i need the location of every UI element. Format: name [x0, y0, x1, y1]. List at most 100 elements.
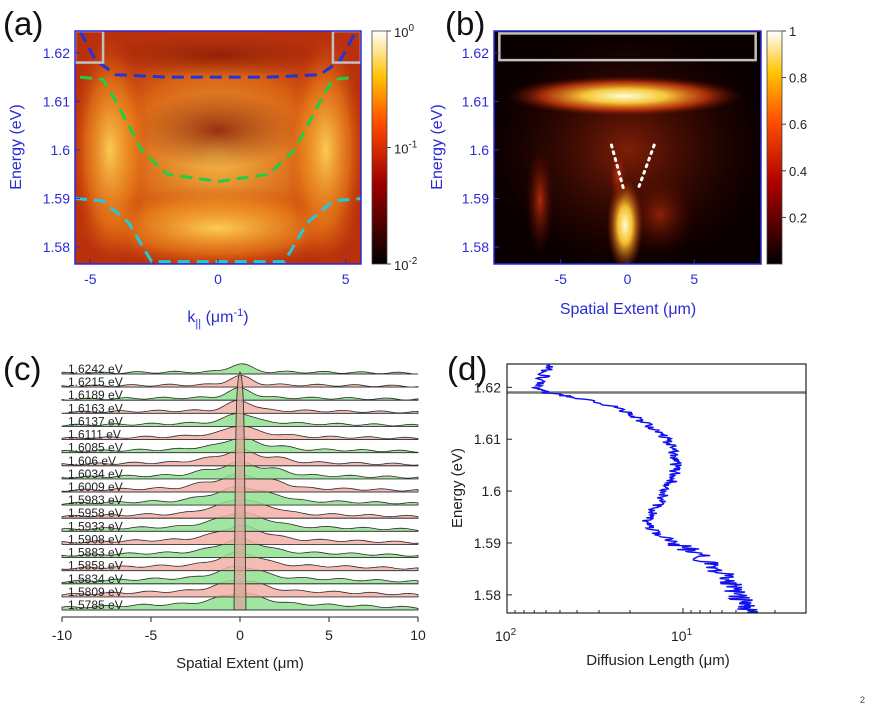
- series-label-16: 1.5834 eV: [68, 572, 123, 586]
- x-axis-label-d: Diffusion Length (μm): [586, 652, 729, 669]
- y-tick-label-a-4: 1.62: [43, 45, 70, 61]
- y-tick-label-d-2: 1.6: [482, 483, 502, 499]
- y-tick-label-b-2: 1.6: [470, 142, 490, 158]
- colorbar-label-a-0: 100: [394, 23, 414, 40]
- y-tick-label-b-4: 1.62: [462, 45, 489, 61]
- x-tick-label-c-3: 5: [325, 627, 333, 643]
- y-tick-label-a-3: 1.61: [43, 93, 70, 109]
- colorbar-a: [371, 30, 388, 265]
- waterfall-profiles: 1.5785 eV1.5809 eV1.5834 eV1.5858 eV1.58…: [61, 362, 419, 612]
- top-box: [498, 32, 757, 62]
- dispersion-curve-upper: [78, 31, 358, 79]
- colorbar-label-a-1-base: 10: [394, 142, 408, 157]
- x-axis-label-a: k|| (μm-1): [187, 307, 248, 330]
- series-label-17: 1.5809 eV: [68, 585, 123, 599]
- dotted-guide-0: [609, 143, 625, 191]
- axis-ticks-a: -5 0 5 1.58 1.59 1.6 1.61 1.62: [43, 45, 350, 287]
- colorbar-label-b-2: 0.6: [789, 117, 807, 132]
- x-tick-label-d-1: 101: [671, 627, 693, 644]
- x-tick-label-d-1-base: 10: [671, 628, 687, 644]
- series-label-5: 1.6111 eV: [68, 428, 121, 442]
- axis-ticks-b: -5 0 5 1.58 1.59 1.6 1.61 1.62: [462, 45, 699, 287]
- colorbar-label-b-1: 0.4: [789, 164, 807, 179]
- panel-label-b: (b): [445, 5, 485, 42]
- series-label-2: 1.6189 eV: [68, 388, 123, 402]
- top-box-rect: [498, 32, 757, 62]
- y-axis-label-d: Energy (eV): [449, 448, 466, 528]
- series-label-9: 1.6009 eV: [68, 480, 123, 494]
- y-tick-label-d-3: 1.61: [474, 431, 501, 447]
- colorbar-b: [766, 30, 783, 265]
- y-tick-label-b-3: 1.61: [462, 93, 489, 109]
- series-label-14: 1.5883 eV: [68, 546, 123, 560]
- profile-0: [61, 363, 418, 375]
- dispersion-curve-middle: [79, 75, 357, 184]
- colorbar-label-b-4: 1: [789, 24, 796, 39]
- x-tick-label-c-4: 10: [410, 627, 426, 643]
- x-tick-label-d-0: 102: [495, 627, 517, 644]
- x-tick-label-d-0-exponent: 2: [511, 627, 517, 638]
- central-peak: [233, 371, 247, 611]
- plot-frame-d: [506, 363, 807, 614]
- x-tick-label-b-0: -5: [555, 271, 568, 287]
- series-label-4: 1.6137 eV: [68, 414, 123, 428]
- series-label-10: 1.5983 eV: [68, 493, 123, 507]
- colorbar-label-a-0-exponent: 0: [408, 23, 414, 34]
- series-label-13: 1.5908 eV: [68, 532, 123, 546]
- y-tick-label-a-1: 1.59: [43, 190, 70, 206]
- colorbar-label-a-2: 10-2: [394, 256, 418, 273]
- axis-ticks-c: -10 -5 0 5 10: [52, 617, 426, 643]
- series-label-6: 1.6085 eV: [68, 441, 123, 455]
- y-tick-label-a-0: 1.58: [43, 239, 70, 255]
- heatmap-b: [494, 31, 761, 264]
- colorbar-label-a-1: 10-1: [394, 140, 418, 157]
- panel-b: (b) -5 0 51.581.591.61.611.62 Energy (eV) …: [429, 5, 807, 318]
- y-tick-label-b-0: 1.58: [462, 239, 489, 255]
- y-axis-label-a: Energy (eV): [8, 104, 25, 189]
- panel-label-d: (d): [447, 350, 487, 387]
- panel-label-c: (c): [3, 350, 41, 387]
- x-tick-label-d-0-base: 10: [495, 628, 511, 644]
- x-tick-label-b-2: 5: [690, 271, 698, 287]
- y-tick-label-a-2: 1.6: [51, 142, 71, 158]
- series-label-3: 1.6163 eV: [68, 401, 123, 415]
- x-axis-label-c: Spatial Extent (μm): [176, 655, 304, 672]
- corner-mark: 2: [860, 695, 865, 705]
- colorbar-ticks-b: 0.2 0.4 0.6 0.8 1: [782, 24, 807, 225]
- colorbar-label-a-2-base: 10: [394, 258, 408, 273]
- panel-c: (c) 1.5785 eV1.5809 eV1.5834 eV1.5858 eV…: [3, 350, 426, 672]
- panel-a: (a) -5 0 51.581.591.61.611.62 Energy (eV) …: [3, 5, 418, 330]
- x-tick-label-c-2: 0: [236, 627, 244, 643]
- heatmap-a: [75, 31, 361, 264]
- colorbar-label-b-3: 0.8: [789, 71, 807, 86]
- y-tick-label-d-0: 1.58: [474, 587, 501, 603]
- colorbar-label-b-0: 0.2: [789, 210, 807, 225]
- series-label-15: 1.5858 eV: [68, 559, 123, 573]
- corner-box-0: [75, 31, 105, 64]
- colorbar-label-a-1-exponent: -1: [408, 140, 417, 151]
- series-label-0: 1.6242 eV: [68, 362, 123, 376]
- panel-label-a: (a): [3, 5, 43, 42]
- series-label-7: 1.606 eV: [68, 454, 116, 468]
- x-tick-label-b-1: 0: [624, 271, 632, 287]
- series-label-1: 1.6215 eV: [68, 375, 123, 389]
- diffusion-curve: [530, 364, 759, 613]
- colorbar-label-a-2-exponent: -2: [408, 256, 417, 267]
- series-label-8: 1.6034 eV: [68, 467, 123, 481]
- y-tick-label-d-1: 1.59: [474, 535, 501, 551]
- x-tick-label-a-1: 0: [214, 271, 222, 287]
- x-tick-label-d-1-exponent: 1: [687, 627, 693, 638]
- y-axis-label-b: Energy (eV): [429, 104, 446, 189]
- y-tick-label-d-4: 1.62: [474, 379, 501, 395]
- dotted-guide-1: [636, 143, 656, 191]
- series-label-11: 1.5958 eV: [68, 506, 123, 520]
- y-tick-label-b-1: 1.59: [462, 190, 489, 206]
- x-tick-label-c-0: -10: [52, 627, 72, 643]
- x-tick-label-c-1: -5: [145, 627, 158, 643]
- diffusion-curve-path: [530, 364, 759, 613]
- colorbar-label-a-0-base: 10: [394, 25, 408, 40]
